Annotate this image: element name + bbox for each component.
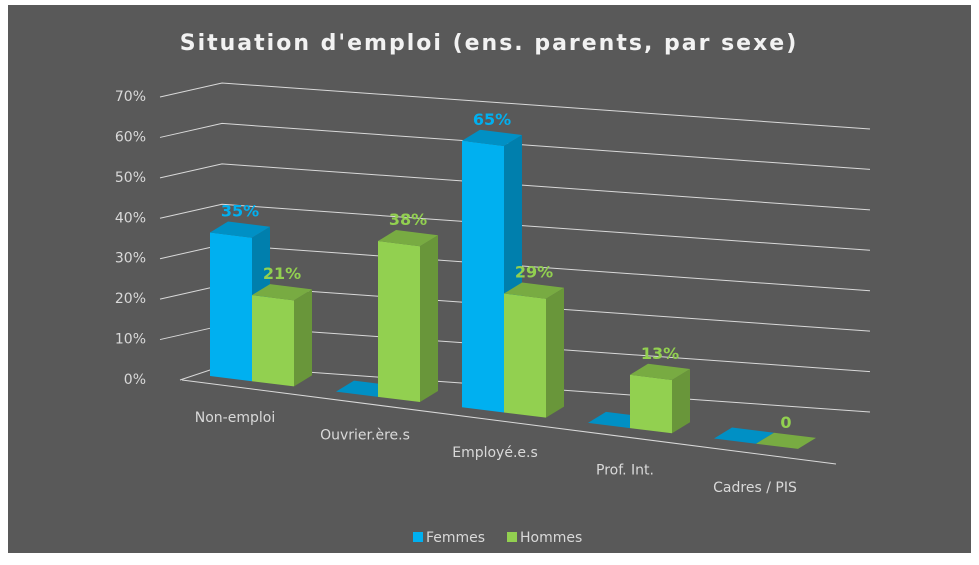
floor-edge [181, 379, 837, 465]
data-label: 35% [221, 202, 259, 221]
grid-line [159, 122, 871, 170]
x-tick-label: Non-emploi [195, 410, 275, 426]
bar-front [504, 293, 546, 418]
y-tick-label: 0% [124, 372, 146, 388]
bar-top [714, 427, 774, 444]
bar [756, 432, 816, 449]
x-tick-label: Employé.e.s [452, 445, 538, 461]
bar-front [252, 295, 294, 387]
legend-swatch [507, 532, 517, 542]
data-label: 21% [263, 264, 301, 283]
bar [378, 230, 438, 403]
legend-label: Hommes [520, 530, 582, 546]
legend-label: Femmes [426, 530, 485, 546]
y-tick-label: 30% [115, 251, 146, 267]
x-tick-label: Cadres / PIS [713, 480, 797, 496]
bar [504, 282, 564, 418]
bar [630, 363, 690, 434]
y-tick-label: 10% [115, 332, 146, 348]
bar-front [630, 374, 672, 434]
y-tick-label: 50% [115, 170, 146, 186]
bar-front [462, 140, 504, 413]
data-label: 13% [641, 344, 679, 363]
grid-line [159, 163, 871, 211]
bar-side [546, 287, 564, 418]
x-tick-label: Prof. Int. [596, 463, 654, 479]
data-label: 0 [780, 413, 791, 432]
chart-title: Situation d'emploi (ens. parents, par se… [180, 31, 799, 56]
y-tick-label: 60% [115, 129, 146, 145]
bar-top [252, 284, 312, 301]
bar-front [210, 232, 252, 382]
legend-swatch [413, 532, 423, 542]
grid-line [159, 82, 871, 130]
bar [252, 284, 312, 387]
bar-side [420, 235, 438, 403]
data-label: 29% [515, 263, 553, 282]
y-tick-label: 40% [115, 210, 146, 226]
bar-top [462, 129, 522, 146]
bar-top [630, 363, 690, 380]
data-label: 65% [473, 110, 511, 129]
bar-side [294, 289, 312, 387]
y-tick-label: 20% [115, 291, 146, 307]
grid-line [159, 203, 871, 251]
x-tick-label: Ouvrier.ère.s [320, 428, 410, 444]
bar [714, 427, 774, 444]
bar-top [504, 282, 564, 299]
y-tick-label: 70% [115, 89, 146, 105]
bar-front [378, 241, 420, 403]
data-label: 38% [389, 210, 427, 229]
bar-side [672, 368, 690, 434]
bar-top [378, 230, 438, 247]
bar-top [756, 432, 816, 449]
bar-top [210, 221, 270, 238]
